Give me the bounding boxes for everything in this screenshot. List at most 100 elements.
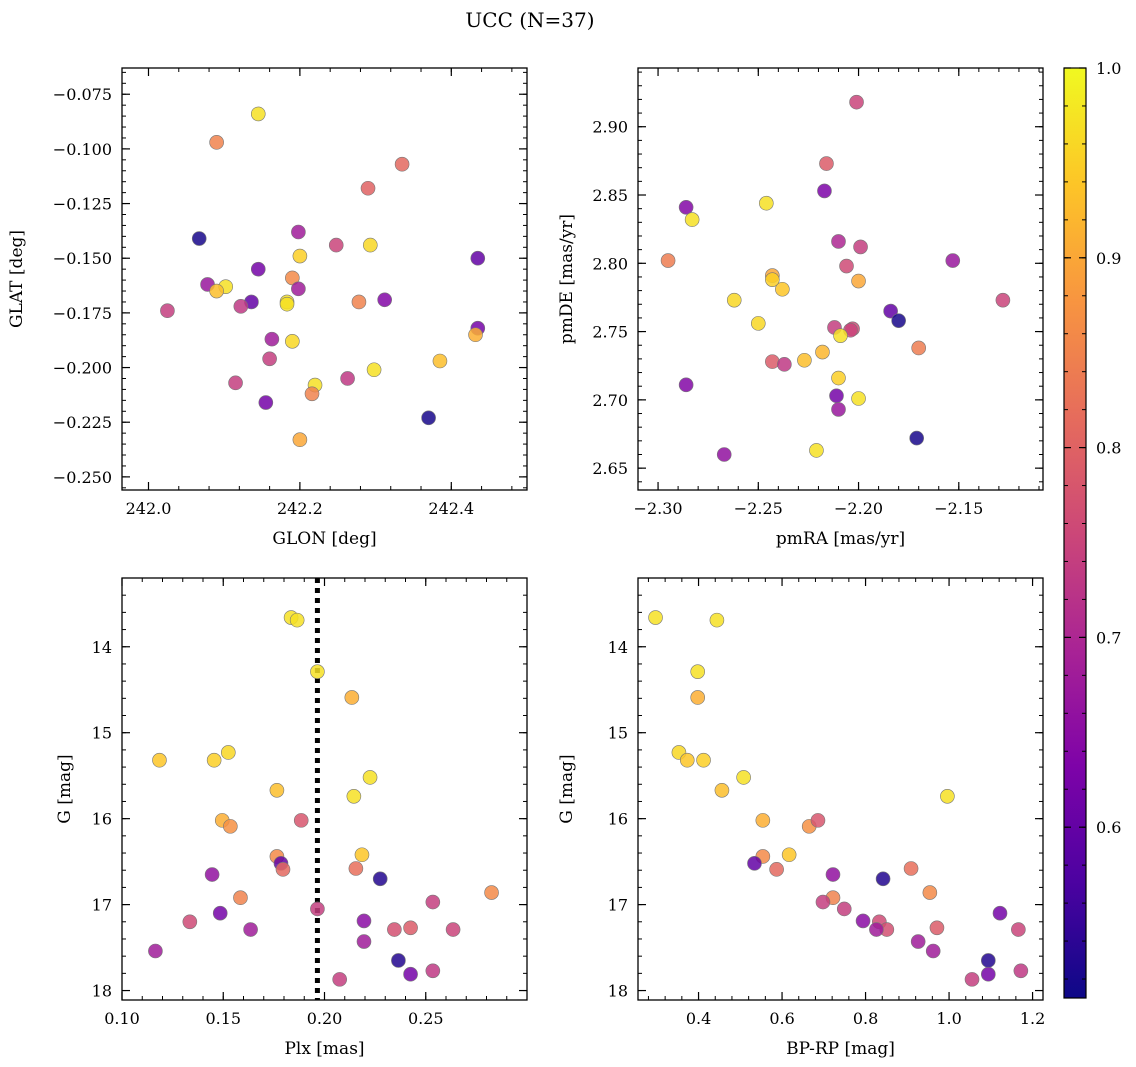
y-tick-label: −0.150 bbox=[53, 249, 112, 268]
panel-plx: 0.10 0.15 0.20 0.25 14 15 16 17 18 Plx [mas] G [ma… bbox=[55, 577, 528, 1059]
colorbar-frame bbox=[1063, 67, 1087, 999]
scatter-point bbox=[160, 303, 175, 319]
colorbar-tick-label: 0.6 bbox=[1096, 818, 1121, 837]
scatter-point bbox=[869, 922, 884, 937]
scatter-point bbox=[909, 430, 924, 446]
scatter-point bbox=[348, 861, 364, 876]
scatter-point bbox=[775, 281, 790, 297]
scatter-point bbox=[310, 901, 325, 917]
scatter-point bbox=[716, 447, 732, 462]
scatter-point bbox=[684, 212, 700, 227]
scatter-point bbox=[1013, 963, 1029, 979]
scatter-point bbox=[279, 296, 295, 312]
scatter-point bbox=[425, 963, 441, 979]
scatter-point bbox=[940, 789, 955, 804]
scatter-point bbox=[204, 867, 220, 882]
y-tick-label: 18 bbox=[92, 982, 112, 1001]
scatter-point bbox=[291, 281, 306, 297]
x-tick-label: 0.8 bbox=[853, 1009, 878, 1028]
scatter-point bbox=[855, 913, 871, 929]
scatter-point bbox=[293, 813, 309, 828]
scatter-point bbox=[372, 871, 388, 887]
figure-title: UCC (N=37) bbox=[465, 8, 594, 32]
x-axis-label: Plx [mas] bbox=[284, 1039, 364, 1059]
scatter-point bbox=[403, 966, 418, 982]
scatter-point bbox=[291, 224, 306, 240]
scatter-point bbox=[815, 344, 830, 360]
y-tick-label: 14 bbox=[92, 638, 112, 657]
scatter-point bbox=[851, 391, 866, 406]
scatter-point bbox=[660, 253, 676, 268]
scatter-point bbox=[468, 327, 483, 343]
scatter-point bbox=[394, 156, 410, 172]
axes-frame bbox=[121, 577, 528, 1001]
scatter-point bbox=[750, 316, 766, 331]
scatter-point bbox=[362, 770, 378, 785]
scatter-point bbox=[285, 334, 300, 349]
scatter-point bbox=[269, 782, 285, 798]
x-tick-label: −2.25 bbox=[734, 499, 783, 518]
scatter-point bbox=[292, 432, 308, 448]
scatter-point bbox=[995, 292, 1011, 308]
scatter-point bbox=[759, 195, 774, 211]
scatter-point bbox=[833, 328, 848, 343]
scatter-point bbox=[243, 922, 258, 937]
scatter-point bbox=[484, 885, 499, 900]
x-tick-label: 1.2 bbox=[1020, 1009, 1045, 1028]
scatter-point bbox=[387, 922, 402, 937]
scatter-point bbox=[360, 180, 376, 196]
scatter-point bbox=[221, 745, 236, 760]
scatter-point bbox=[690, 690, 706, 705]
scatter-point bbox=[445, 922, 461, 937]
scatter-point bbox=[831, 402, 846, 417]
scatter-point bbox=[922, 885, 938, 900]
axes-frame bbox=[637, 577, 1044, 1001]
scatter-point bbox=[945, 253, 961, 268]
scatter-point bbox=[264, 331, 280, 347]
scatter-point bbox=[883, 303, 898, 319]
axes-frame bbox=[121, 67, 528, 491]
scatter-point bbox=[344, 690, 360, 705]
y-axis-label: G [mag] bbox=[55, 754, 75, 823]
scatter-point bbox=[817, 183, 832, 199]
scatter-point bbox=[690, 664, 706, 679]
y-tick-label: 18 bbox=[608, 982, 628, 1001]
scatter-point bbox=[678, 200, 694, 215]
y-tick-label: 2.70 bbox=[592, 391, 628, 410]
scatter-point bbox=[289, 612, 305, 628]
y-tick-label: 16 bbox=[92, 810, 112, 829]
scatter-point bbox=[851, 273, 866, 289]
x-tick-label: 0.10 bbox=[104, 1009, 140, 1028]
x-axis-label: GLON [deg] bbox=[272, 529, 376, 549]
scatter-point bbox=[233, 299, 249, 314]
scatter-point bbox=[755, 813, 771, 828]
scatter-point bbox=[825, 867, 841, 882]
scatter-point bbox=[992, 905, 1008, 921]
x-tick-label: 0.25 bbox=[408, 1009, 444, 1028]
scatter-point bbox=[354, 847, 370, 863]
scatter-point bbox=[781, 847, 797, 863]
scatter-point bbox=[726, 292, 742, 308]
scatter-point bbox=[209, 283, 224, 299]
scatter-point bbox=[148, 943, 163, 959]
scatter-point bbox=[836, 901, 852, 917]
scatter-point bbox=[346, 789, 362, 804]
colorbar-tick-label: 0.9 bbox=[1096, 249, 1121, 268]
y-tick-label: −0.250 bbox=[53, 468, 112, 487]
scatter-point bbox=[152, 752, 167, 768]
scatter-point bbox=[403, 920, 418, 936]
y-tick-label: 2.80 bbox=[592, 254, 628, 273]
colorbar-tick-label: 0.8 bbox=[1096, 439, 1121, 458]
x-tick-label: 1.0 bbox=[936, 1009, 961, 1028]
scatter-point bbox=[929, 920, 945, 936]
scatter-point bbox=[206, 752, 222, 768]
y-tick-label: 17 bbox=[608, 896, 628, 915]
x-axis-label: pmRA [mas/yr] bbox=[776, 529, 905, 549]
scatter-point bbox=[356, 913, 372, 929]
x-tick-label: 0.6 bbox=[769, 1009, 794, 1028]
scatter-point bbox=[292, 248, 308, 264]
scatter-point bbox=[714, 782, 730, 798]
scatter-point bbox=[815, 894, 831, 910]
scatter-point bbox=[891, 313, 906, 328]
